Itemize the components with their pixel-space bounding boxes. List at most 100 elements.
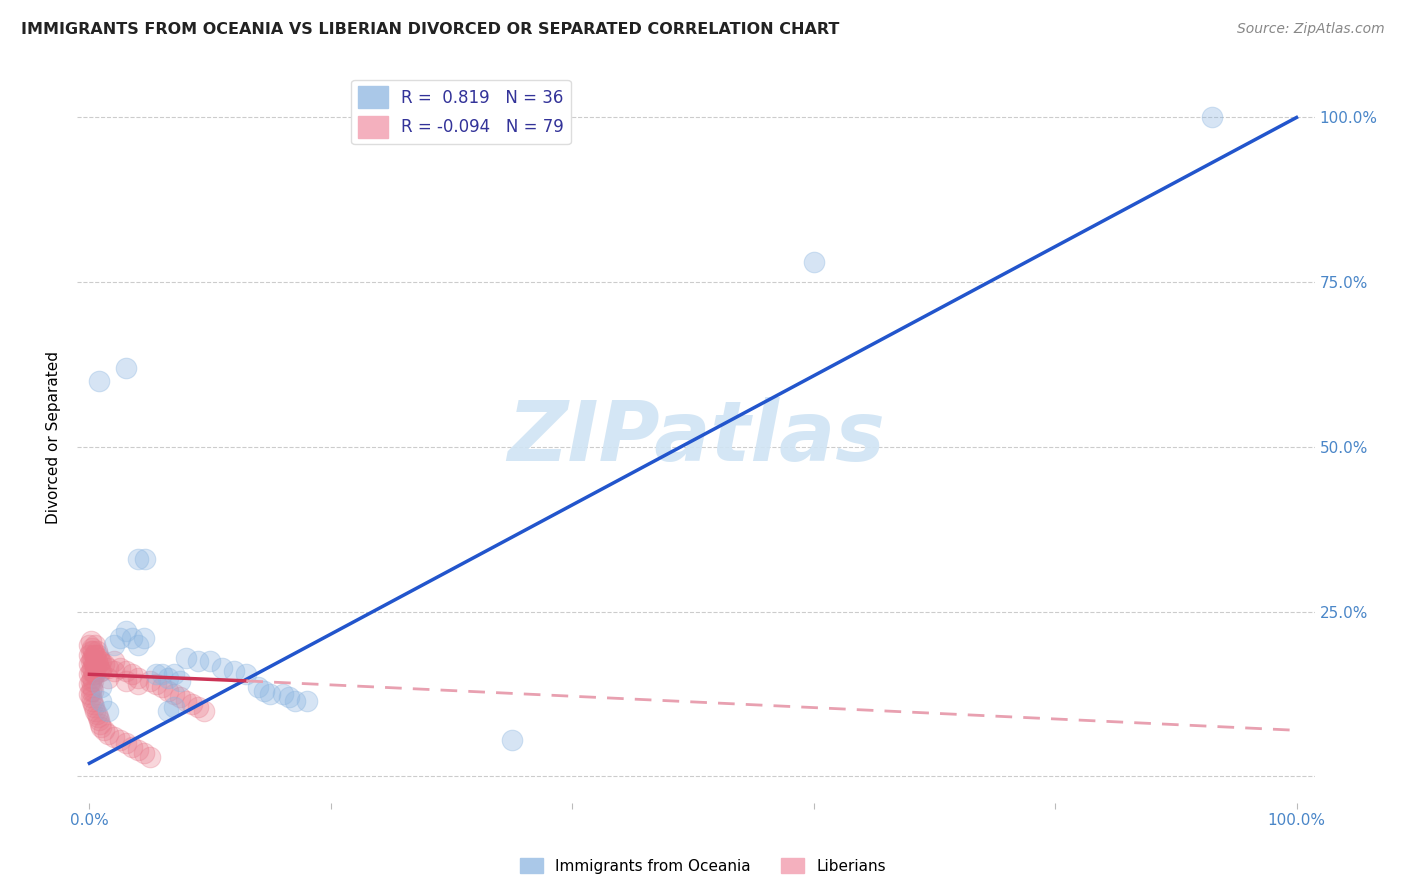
Point [145, 667, 167, 681]
Point [169, 690, 191, 705]
Point [108, 661, 131, 675]
Text: Source: ZipAtlas.com: Source: ZipAtlas.com [1237, 22, 1385, 37]
Point [90, 664, 112, 678]
Point [169, 673, 191, 688]
Point [193, 704, 215, 718]
Point [82, 654, 104, 668]
Point [79, 687, 101, 701]
Point [295, 693, 318, 707]
Point [156, 704, 179, 718]
Point [79, 654, 101, 668]
Point [150, 667, 173, 681]
Point [224, 664, 246, 678]
Point [87, 648, 110, 662]
Point [86, 706, 108, 721]
Point [87, 661, 110, 675]
Point [89, 664, 111, 678]
Point [82, 673, 104, 688]
Point [277, 690, 299, 705]
Point [96, 704, 118, 718]
Legend: Immigrants from Oceania, Liberians: Immigrants from Oceania, Liberians [513, 852, 893, 880]
Point [84, 638, 107, 652]
Point [139, 749, 162, 764]
Point [84, 657, 107, 672]
Point [211, 661, 233, 675]
Point [79, 667, 101, 681]
Point [271, 687, 294, 701]
Point [198, 654, 221, 668]
Point [93, 657, 115, 672]
Point [89, 716, 111, 731]
Point [187, 654, 209, 668]
Point [79, 673, 101, 688]
Point [174, 693, 197, 707]
Point [87, 374, 110, 388]
Point [80, 650, 103, 665]
Point [93, 723, 115, 738]
Text: IMMIGRANTS FROM OCEANIA VS LIBERIAN DIVORCED OR SEPARATED CORRELATION CHART: IMMIGRANTS FROM OCEANIA VS LIBERIAN DIVO… [21, 22, 839, 37]
Point [187, 700, 209, 714]
Point [90, 693, 112, 707]
Point [79, 638, 101, 652]
Point [163, 687, 186, 701]
Point [132, 747, 155, 761]
Point [83, 657, 105, 672]
Point [163, 700, 186, 714]
Point [79, 657, 101, 672]
Point [145, 677, 167, 691]
Point [114, 737, 136, 751]
Point [82, 644, 104, 658]
Point [174, 650, 197, 665]
Point [79, 634, 101, 648]
Point [79, 677, 101, 691]
Point [86, 644, 108, 658]
Point [284, 693, 307, 707]
Point [121, 631, 143, 645]
Point [80, 640, 103, 655]
Text: ZIPatlas: ZIPatlas [508, 397, 884, 477]
Point [134, 552, 156, 566]
Point [82, 683, 104, 698]
Point [83, 667, 105, 681]
Point [156, 683, 179, 698]
Point [114, 624, 136, 639]
Point [127, 671, 149, 685]
Point [247, 681, 270, 695]
Point [132, 631, 155, 645]
Point [84, 648, 107, 662]
Point [163, 667, 186, 681]
Point [127, 638, 149, 652]
Point [114, 360, 136, 375]
Point [259, 687, 281, 701]
Point [79, 690, 101, 705]
Point [96, 726, 118, 740]
Point [84, 667, 107, 681]
Point [87, 650, 110, 665]
Point [79, 683, 101, 698]
Point [83, 648, 105, 662]
Point [127, 743, 149, 757]
Point [96, 661, 118, 675]
Point [108, 631, 131, 645]
Point [127, 677, 149, 691]
Point [103, 730, 125, 744]
Point [121, 667, 143, 681]
Point [82, 664, 104, 678]
Point [79, 648, 101, 662]
Point [87, 710, 110, 724]
Point [96, 671, 118, 685]
Point [1201, 111, 1223, 125]
Point [121, 739, 143, 754]
Point [139, 673, 162, 688]
Point [181, 697, 204, 711]
Point [90, 681, 112, 695]
Point [80, 671, 103, 685]
Point [86, 654, 108, 668]
Point [83, 700, 105, 714]
Point [156, 671, 179, 685]
Point [79, 644, 101, 658]
Point [87, 657, 110, 672]
Point [108, 733, 131, 747]
Point [114, 673, 136, 688]
Point [87, 714, 110, 728]
